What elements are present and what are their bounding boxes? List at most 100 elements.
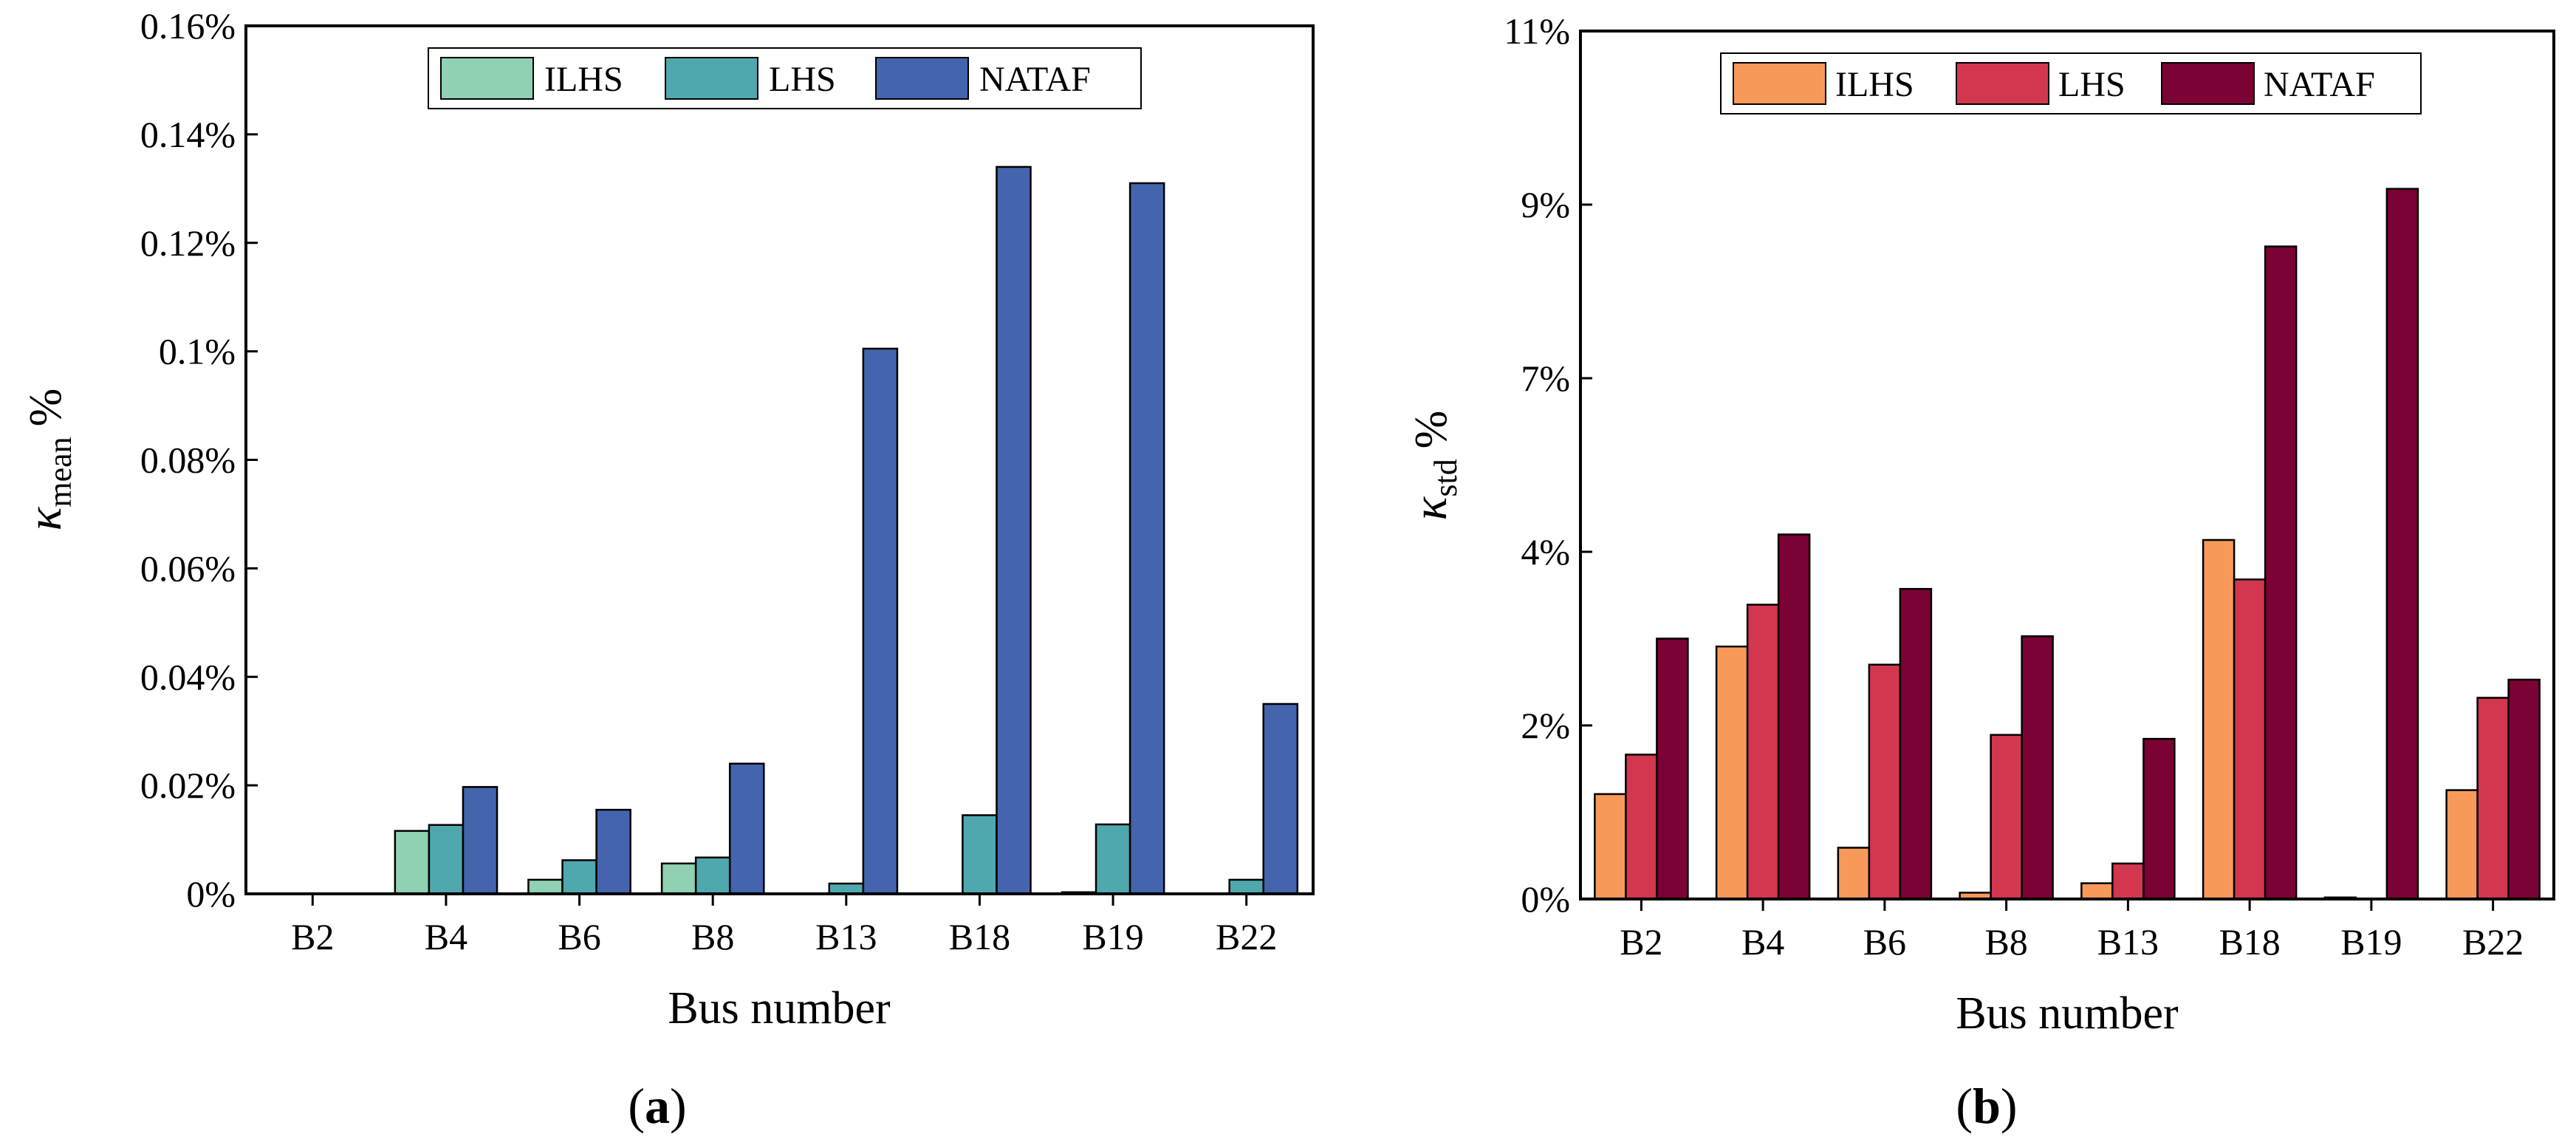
panel-a-x-axis-title: Bus number xyxy=(668,983,891,1033)
panel-b-legend-swatch-ilhs xyxy=(1733,62,1826,105)
panel-b-bar-lhs-b8 xyxy=(1990,734,2023,900)
panel-b-legend-box xyxy=(1720,52,2422,115)
panel-b-legend-swatch-lhs xyxy=(1956,62,2049,105)
panel-a-bar-lhs-b19 xyxy=(1095,823,1131,895)
panel-a-y-tick-label: 0.14% xyxy=(140,114,236,155)
panel-a-bar-nataf-b8 xyxy=(728,762,765,895)
panel-b-x-tick-label-b22: B22 xyxy=(2462,921,2524,963)
panel-a-y-tick-label: 0.02% xyxy=(140,765,236,806)
panel-b-y-tick-label: 7% xyxy=(1521,358,1570,399)
panel-a-bar-lhs-b22 xyxy=(1228,878,1264,895)
panel-b-bar-nataf-b18 xyxy=(2264,245,2298,900)
panel-b-legend: ILHS LHS NATAF xyxy=(1720,52,2422,115)
panel-b-bar-ilhs-b2 xyxy=(1594,793,1627,900)
panel-a-legend-swatch-nataf xyxy=(875,57,969,100)
panel-b-y-axis-unit: % xyxy=(1406,411,1456,449)
panel-a-bar-lhs-b4 xyxy=(428,824,465,895)
panel-b-x-tick-label-b2: B2 xyxy=(1620,921,1662,963)
panel-a-bar-ilhs-b8 xyxy=(660,862,697,895)
panel-b-legend-label-nataf: NATAF xyxy=(2264,65,2375,104)
panel-b-x-tick-label-b13: B13 xyxy=(2097,921,2159,963)
panel-b-bar-nataf-b19 xyxy=(2385,188,2419,900)
panel-a-bar-nataf-b6 xyxy=(595,808,631,895)
panel-b-x-tick-label-b18: B18 xyxy=(2219,921,2280,963)
panel-b-bar-nataf-b22 xyxy=(2507,678,2541,900)
panel-b-bar-lhs-b6 xyxy=(1868,663,1902,900)
panel-a-x-tick-label-b18: B18 xyxy=(949,916,1010,957)
panel-a-bar-nataf-b22 xyxy=(1262,703,1299,895)
panel-b-legend-label-ilhs: ILHS xyxy=(1835,65,1914,104)
panel-a-legend-label-nataf: NATAF xyxy=(979,60,1091,99)
panel-b-y-tick-label: 0% xyxy=(1521,878,1570,920)
panel-b-bar-lhs-b4 xyxy=(1746,604,1780,900)
panel-b-x-axis: B2 B4 B6 B8 B13 B18 B19 B22 xyxy=(1620,899,2524,963)
panel-a-bars xyxy=(394,165,1299,895)
panel-a-label: (a) xyxy=(628,1078,686,1134)
panel-a-legend-label-lhs: LHS xyxy=(769,60,836,99)
panel-a-x-tick-label-b2: B2 xyxy=(291,916,334,957)
panel-b-bar-nataf-b8 xyxy=(2021,635,2054,900)
panel-b-y-axis: 0% 2% 4% 7% 9% 11% xyxy=(1504,10,1592,920)
panel-b: 0% 2% 4% 7% 9% 11% B2 B4 B6 B8 B13 B18 B19 B22 ILHS … xyxy=(1403,10,2555,1134)
panel-b-bar-nataf-b6 xyxy=(1899,587,1933,900)
panel-b-bar-ilhs-b4 xyxy=(1715,645,1749,900)
panel-a-y-tick-label: 0.08% xyxy=(140,440,236,481)
panel-b-bar-nataf-b4 xyxy=(1777,533,1811,900)
panel-b-legend-swatch-nataf xyxy=(2161,62,2255,105)
panel-b-legend-label-lhs: LHS xyxy=(2058,65,2125,104)
panel-b-bar-lhs-b13 xyxy=(2111,862,2145,900)
panel-a-x-axis: B2 B4 B6 B8 B13 B18 B19 B22 xyxy=(291,894,1277,957)
panel-a-bar-lhs-b6 xyxy=(561,859,597,895)
panel-b-bar-lhs-b22 xyxy=(2476,697,2510,900)
panel-a-y-axis-symbol: κ xyxy=(18,506,72,530)
panel-a-bar-nataf-b13 xyxy=(862,347,899,895)
panel-a-x-tick-label-b19: B19 xyxy=(1082,916,1143,957)
panel-b-x-tick-label-b19: B19 xyxy=(2340,921,2402,963)
panel-a-y-axis-title: κmean% xyxy=(18,389,78,531)
panel-b-bar-nataf-b13 xyxy=(2142,737,2176,900)
panel-b-bar-ilhs-b6 xyxy=(1837,847,1871,900)
panel-a-y-tick-label: 0.12% xyxy=(140,222,236,264)
panel-a-bar-nataf-b19 xyxy=(1128,182,1165,895)
panel-b-y-tick-label: 2% xyxy=(1521,705,1570,746)
panel-a-x-tick-label-b22: B22 xyxy=(1216,916,1277,957)
panel-a-legend-label-ilhs: ILHS xyxy=(544,60,623,99)
panel-b-bar-ilhs-b22 xyxy=(2445,789,2479,900)
panel-a-bar-lhs-b13 xyxy=(828,882,865,895)
panel-b-bar-ilhs-b18 xyxy=(2202,539,2236,900)
panel-a-bar-ilhs-b6 xyxy=(527,878,564,895)
panel-a-bar-lhs-b8 xyxy=(694,856,731,895)
panel-a-bar-lhs-b18 xyxy=(962,814,998,895)
panel-b-y-axis-title: κstd% xyxy=(1403,411,1464,521)
panel-a-y-axis-unit: % xyxy=(21,389,71,427)
panel-a-legend-swatch-lhs xyxy=(665,57,758,100)
panel-b-label: (b) xyxy=(1956,1078,2017,1134)
panel-a-legend: ILHS LHS NATAF xyxy=(428,47,1142,109)
panel-b-y-tick-label: 4% xyxy=(1521,531,1570,572)
panel-b-bar-ilhs-b13 xyxy=(2080,882,2114,900)
panel-a-legend-swatch-ilhs xyxy=(440,57,534,100)
panel-b-bar-nataf-b2 xyxy=(1656,638,1689,900)
panel-a-x-tick-label-b6: B6 xyxy=(558,916,600,957)
panel-a-bar-nataf-b18 xyxy=(996,165,1032,895)
panel-b-y-tick-label: 9% xyxy=(1521,184,1570,225)
panel-a-x-tick-label-b4: B4 xyxy=(425,916,467,957)
panel-a-y-tick-label: 0.1% xyxy=(159,331,236,372)
panel-b-x-tick-label-b8: B8 xyxy=(1984,921,2027,963)
panel-a-y-tick-label: 0.04% xyxy=(140,656,236,697)
panel-a-bar-nataf-b4 xyxy=(462,786,499,895)
panel-a: 0% 0.02% 0.04% 0.06% 0.08% 0.1% 0.12% 0.14% 0.16… xyxy=(18,5,1315,1134)
panel-b-x-tick-label-b6: B6 xyxy=(1863,921,1906,963)
panel-a-y-axis-subscript: mean xyxy=(42,437,78,507)
panel-a-legend-box xyxy=(428,47,1142,109)
panel-a-y-tick-label: 0% xyxy=(186,873,236,915)
panel-a-x-tick-label-b8: B8 xyxy=(691,916,734,957)
panel-b-x-tick-label-b4: B4 xyxy=(1741,921,1784,963)
panel-b-y-tick-label: 11% xyxy=(1504,10,1570,52)
panel-b-x-axis-title: Bus number xyxy=(1956,988,2179,1039)
panel-a-bar-ilhs-b4 xyxy=(394,830,431,895)
panel-a-y-tick-label: 0.16% xyxy=(140,5,236,47)
panel-b-bars xyxy=(1594,188,2541,900)
panel-b-y-axis-subscript: std xyxy=(1428,459,1464,496)
